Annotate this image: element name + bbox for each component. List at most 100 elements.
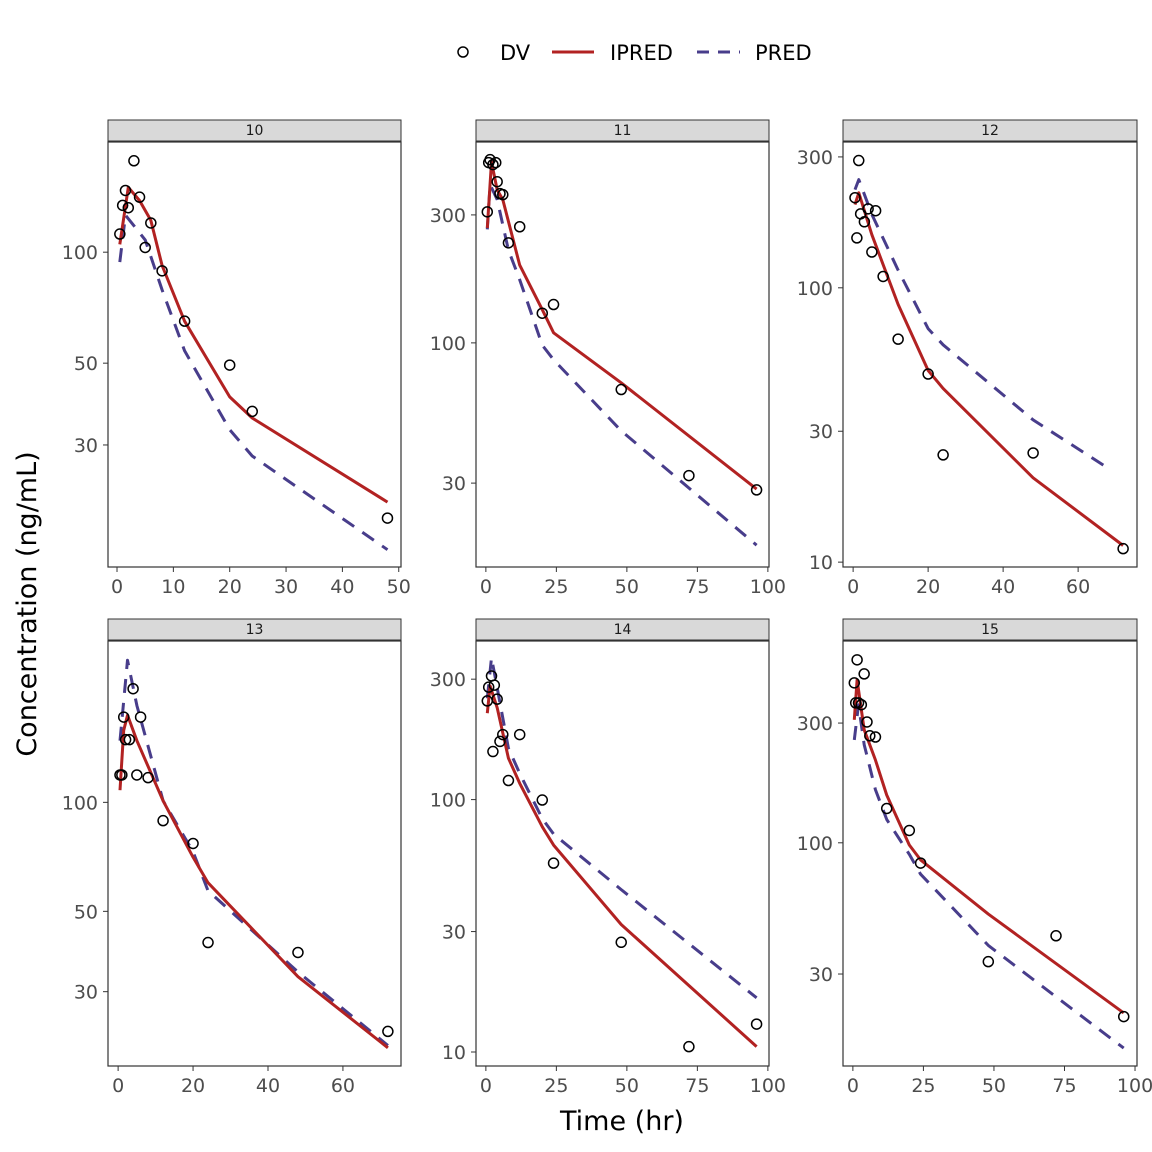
facet-strip xyxy=(475,119,770,142)
panel-14: 14 0 25 50 75 100 10 30 100 300 xyxy=(430,618,786,1097)
y-axis-title: Concentration (ng/mL) xyxy=(12,451,43,756)
dv-point xyxy=(683,469,695,482)
dv-point xyxy=(487,158,499,171)
dv-point xyxy=(156,265,168,277)
dv-point xyxy=(1027,447,1039,459)
x-tick-label: 50 xyxy=(615,1075,639,1097)
y-tick-label: 10 xyxy=(442,1042,466,1064)
dv-point xyxy=(877,270,889,283)
pred-line xyxy=(485,656,758,999)
dv-point xyxy=(851,232,863,244)
x-tick-label: 25 xyxy=(911,1075,935,1097)
panel-11: 11 0 25 50 75 100 30 100 300 xyxy=(430,119,786,598)
y-tick-label: 300 xyxy=(797,147,833,169)
ipred-line xyxy=(485,160,758,491)
dv-point xyxy=(223,359,236,371)
dv-point xyxy=(488,679,501,691)
ipred-line xyxy=(118,713,389,1049)
x-tick-label: 100 xyxy=(750,576,786,598)
x-tick-label: 0 xyxy=(480,1075,492,1097)
dv-point xyxy=(119,733,132,746)
x-tick-label: 75 xyxy=(685,576,709,598)
x-tick-label: 100 xyxy=(750,1075,786,1097)
y-tick-label: 30 xyxy=(74,435,98,457)
dv-point xyxy=(914,857,927,869)
y-tick-label: 100 xyxy=(797,833,833,855)
dv-point xyxy=(1117,1010,1130,1023)
dv-point xyxy=(178,315,191,327)
x-tick-label: 50 xyxy=(387,576,411,598)
facet-strip-label: 13 xyxy=(246,622,264,638)
dv-point xyxy=(128,155,140,167)
y-tick-label: 30 xyxy=(74,982,98,1004)
dv-point xyxy=(547,857,560,869)
dv-point xyxy=(491,175,503,188)
dv-point xyxy=(903,824,916,837)
dv-point xyxy=(292,946,304,959)
panel-13: 13 0 20 40 60 30 50 100 xyxy=(62,618,402,1097)
plot-area xyxy=(842,640,1138,1067)
facet-strip-label: 14 xyxy=(614,622,632,638)
plot-area xyxy=(475,640,770,1067)
x-axis-title: Time (hr) xyxy=(559,1106,684,1137)
y-tick-label: 50 xyxy=(74,353,98,375)
x-tick-label: 0 xyxy=(111,576,123,598)
dv-point xyxy=(381,512,394,524)
x-tick-label: 50 xyxy=(982,1075,1006,1097)
x-tick-label: 60 xyxy=(331,1075,355,1097)
dv-point xyxy=(489,156,502,169)
dv-point xyxy=(513,728,526,741)
x-tick-label: 20 xyxy=(218,576,242,598)
dv-point xyxy=(861,716,873,728)
dv-point xyxy=(858,216,871,228)
plot-area xyxy=(107,141,402,568)
y-tick-label: 30 xyxy=(442,922,466,944)
y-tick-label: 100 xyxy=(62,792,98,814)
dv-point xyxy=(892,333,904,345)
dv-point xyxy=(127,682,139,695)
dv-point xyxy=(869,731,882,743)
dv-point xyxy=(849,191,861,204)
panel-15: 15 0 25 50 75 100 30 100 300 xyxy=(797,618,1152,1097)
y-tick-label: 300 xyxy=(430,669,466,691)
pred-line xyxy=(853,178,1109,470)
facet-strip xyxy=(107,119,402,142)
x-tick-label: 20 xyxy=(181,1075,205,1097)
dv-point xyxy=(513,221,526,233)
dv-point xyxy=(494,735,506,748)
y-tick-label: 10 xyxy=(809,552,833,574)
y-tick-label: 100 xyxy=(430,790,466,812)
dv-point xyxy=(116,769,128,781)
facet-strip-label: 11 xyxy=(614,123,632,139)
pred-line xyxy=(852,703,1125,1050)
x-tick-label: 0 xyxy=(847,1075,859,1097)
dv-point xyxy=(852,697,865,709)
x-tick-label: 25 xyxy=(544,576,568,598)
dv-point xyxy=(858,668,870,680)
ipred-line xyxy=(853,191,1125,547)
dv-point xyxy=(123,733,136,746)
ipred-line xyxy=(485,684,758,1048)
dv-point xyxy=(116,199,129,212)
dv-point xyxy=(848,677,861,689)
dv-point xyxy=(497,728,509,741)
dv-point xyxy=(1117,542,1129,555)
dv-point xyxy=(982,955,995,968)
dv-point xyxy=(482,681,495,693)
facet-strip xyxy=(475,618,770,641)
facet-strip xyxy=(107,618,402,641)
dv-point xyxy=(246,405,258,418)
dv-point xyxy=(157,814,169,827)
y-tick-label: 30 xyxy=(809,421,833,443)
x-tick-label: 10 xyxy=(161,576,185,598)
legend-ipred-label: IPRED xyxy=(610,41,673,65)
legend-pred-label: PRED xyxy=(755,41,812,65)
x-tick-label: 50 xyxy=(615,576,639,598)
legend: DV IPRED PRED xyxy=(457,41,812,65)
x-tick-label: 100 xyxy=(1117,1075,1152,1097)
dv-point xyxy=(187,837,199,850)
dv-point xyxy=(536,307,549,319)
